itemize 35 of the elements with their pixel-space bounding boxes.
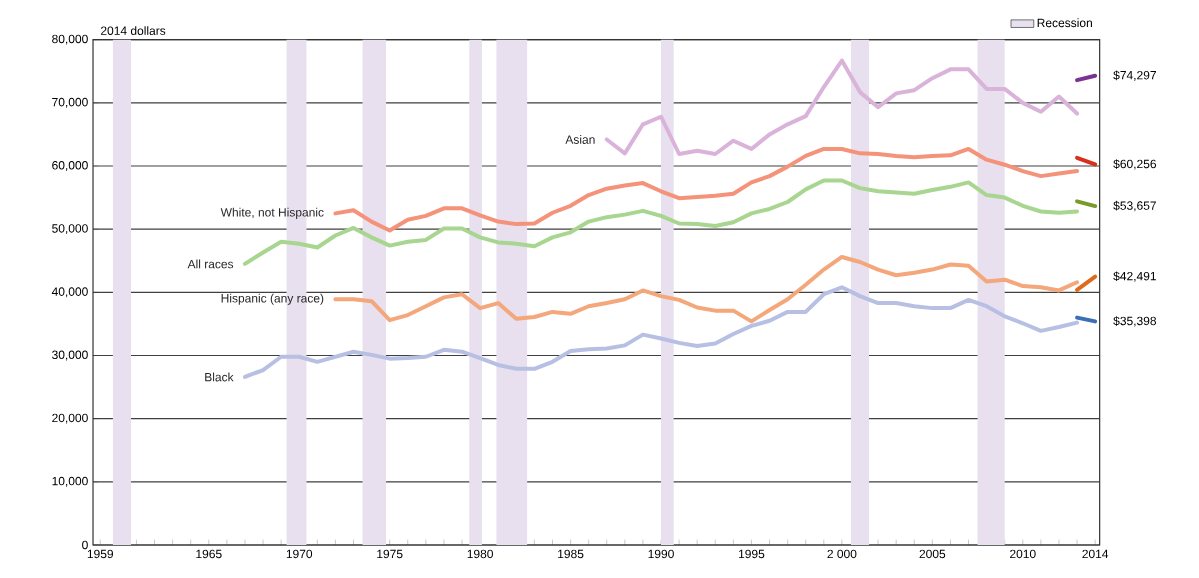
y-tick-label: 80,000 xyxy=(52,34,88,45)
x-tick-label: 2014 xyxy=(1082,549,1109,559)
y-tick-label: 20,000 xyxy=(52,413,88,424)
line-series xyxy=(333,254,1080,324)
data-label: $74,297 xyxy=(1113,70,1156,81)
y-tick-label: 0 xyxy=(82,540,88,550)
series-label: White, not Hispanic xyxy=(220,207,324,219)
x-tick-label: 1980 xyxy=(467,549,493,559)
data-label: $35,398 xyxy=(1113,316,1157,327)
x-tick-label: 1985 xyxy=(558,549,584,559)
y-axis-title: 2014 dollars xyxy=(101,26,166,35)
y-tick-label: 70,000 xyxy=(52,97,88,108)
x-tick-label: 1970 xyxy=(286,549,313,559)
x-tick-label: 2010 xyxy=(1010,549,1036,559)
data-label: $53,657 xyxy=(1113,200,1156,212)
x-tick-label: 1975 xyxy=(377,549,403,559)
legend-label: Recession xyxy=(1037,18,1092,28)
x-tick-label: 1965 xyxy=(196,549,222,559)
line-series xyxy=(604,58,1080,156)
y-tick-label: 60,000 xyxy=(52,161,88,171)
x-tick-label: 1995 xyxy=(739,549,765,559)
series-label: All races xyxy=(187,259,234,269)
y-tick-label: 10,000 xyxy=(52,476,88,487)
y-tick-label: 30,000 xyxy=(52,350,88,361)
x-tick-label: 1959 xyxy=(87,549,114,559)
x-tick-label: 1990 xyxy=(648,549,674,559)
x-tick-label: 2005 xyxy=(919,549,946,559)
series-label: Hispanic (any race) xyxy=(221,293,324,305)
series-label: Asian xyxy=(565,135,595,144)
x-tick-label: 2 000 xyxy=(827,549,857,559)
data-label: $42,491 xyxy=(1113,271,1156,282)
series-label: Black xyxy=(205,372,234,382)
data-label: $60,256 xyxy=(1113,159,1157,170)
y-tick-label: 50,000 xyxy=(52,224,88,235)
y-tick-label: 40,000 xyxy=(51,287,88,298)
